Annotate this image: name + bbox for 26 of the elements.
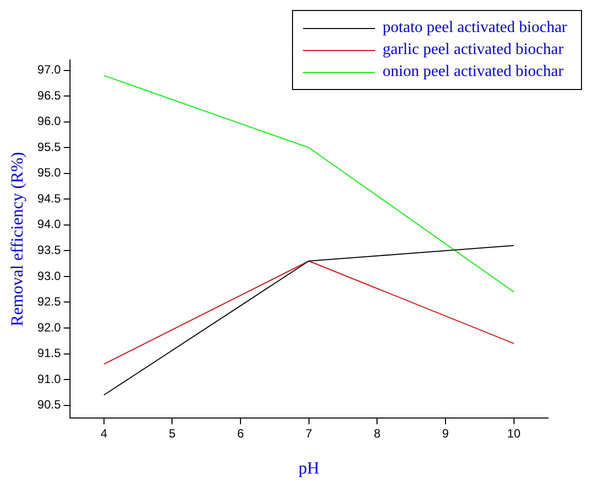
legend-label: garlic peel activated biochar bbox=[382, 41, 564, 59]
y-tick-label: 92.5 bbox=[37, 294, 62, 309]
y-tick-label: 95.5 bbox=[37, 140, 62, 154]
y-axis-title: Removal efficiency (R%) bbox=[8, 152, 27, 326]
y-tick-label: 91.0 bbox=[37, 372, 62, 386]
y-tick-label: 94.5 bbox=[37, 191, 62, 206]
x-tick-label: 9 bbox=[442, 426, 450, 441]
y-tick-label: 92.0 bbox=[37, 320, 62, 334]
y-tick-label: 94.0 bbox=[37, 217, 62, 232]
y-tick-label: 96.5 bbox=[37, 88, 62, 102]
legend-label: onion peel activated biochar bbox=[382, 63, 564, 81]
y-tick-label: 95.0 bbox=[37, 166, 62, 180]
y-tick-label: 93.0 bbox=[37, 268, 62, 283]
x-tick-label: 6 bbox=[237, 426, 244, 441]
x-tick-label: 4 bbox=[100, 426, 108, 441]
x-tick-label: 5 bbox=[168, 426, 176, 441]
x-tick-label: 8 bbox=[374, 426, 381, 441]
x-axis-title: pH bbox=[298, 458, 320, 478]
legend-label: potato peel activated biochar bbox=[382, 19, 567, 37]
y-tick-label: 97.0 bbox=[37, 62, 62, 77]
y-tick-label: 90.5 bbox=[37, 398, 62, 412]
y-tick-label: 91.5 bbox=[37, 346, 62, 360]
x-tick-label: 10 bbox=[507, 426, 521, 441]
y-tick-label: 96.0 bbox=[37, 114, 62, 128]
x-tick-label: 7 bbox=[306, 426, 313, 441]
y-tick-label: 93.5 bbox=[37, 243, 62, 258]
